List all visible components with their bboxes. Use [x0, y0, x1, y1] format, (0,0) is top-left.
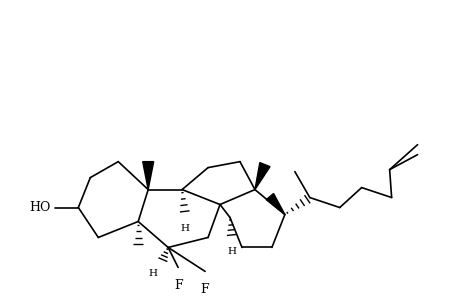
- Text: H: H: [227, 248, 236, 256]
- Text: F: F: [200, 284, 209, 296]
- Polygon shape: [254, 163, 269, 190]
- Text: F: F: [174, 279, 182, 292]
- Text: H: H: [148, 269, 157, 278]
- Text: HO: HO: [29, 201, 50, 214]
- Text: H: H: [180, 224, 189, 233]
- Polygon shape: [142, 162, 153, 190]
- Polygon shape: [266, 194, 284, 214]
